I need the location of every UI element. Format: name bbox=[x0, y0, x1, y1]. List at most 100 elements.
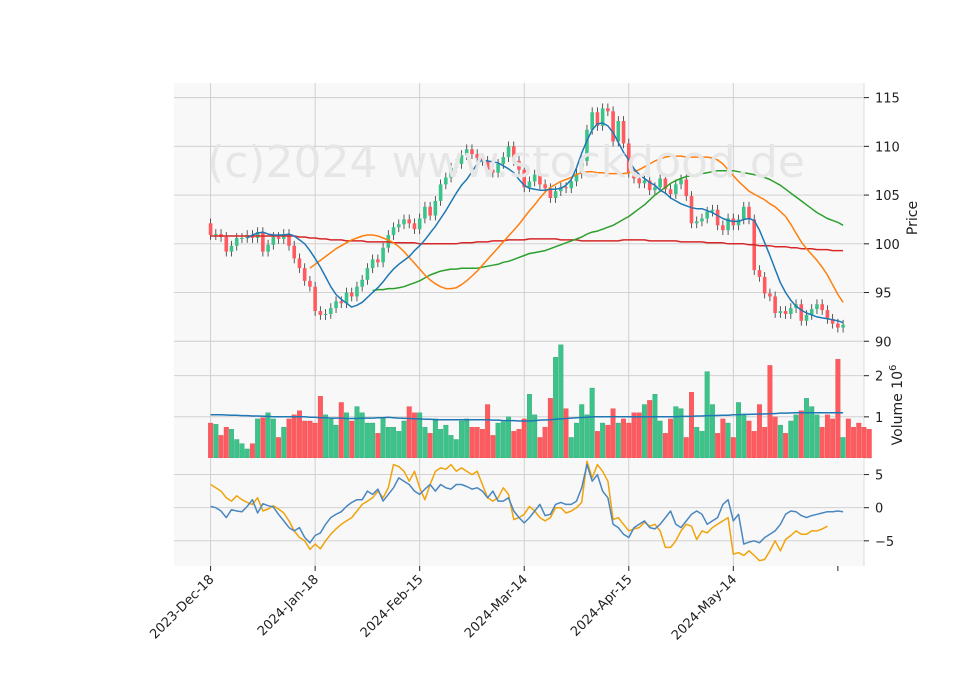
candle-body bbox=[276, 236, 281, 239]
candle-body bbox=[637, 178, 642, 184]
candle-body bbox=[590, 112, 594, 130]
volume-bar bbox=[866, 429, 872, 459]
volume-bar bbox=[370, 422, 376, 459]
candle-body bbox=[700, 218, 704, 222]
volume-bar bbox=[328, 418, 334, 459]
candle-body bbox=[721, 225, 725, 231]
volume-bar bbox=[260, 417, 266, 459]
volume-bar bbox=[830, 418, 836, 459]
volume-bar bbox=[699, 431, 705, 459]
candle-body bbox=[836, 323, 840, 328]
volume-bar bbox=[213, 424, 219, 459]
candle-body bbox=[705, 211, 709, 219]
volume-bar bbox=[469, 426, 475, 459]
volume-bar bbox=[286, 418, 292, 459]
volume-bar bbox=[270, 418, 276, 459]
volume-bar bbox=[453, 439, 459, 459]
volume-bar bbox=[835, 359, 841, 459]
volume-bar bbox=[443, 424, 449, 459]
volume-bar bbox=[359, 412, 365, 459]
candle-body bbox=[501, 157, 506, 164]
x-tick-label-1: 2024-Jan-18 bbox=[255, 572, 322, 639]
candle-body bbox=[318, 311, 323, 315]
volume-bar bbox=[668, 418, 674, 459]
price-panel: 90 95 100 105 110 115 bbox=[174, 83, 900, 351]
candle-body bbox=[423, 206, 427, 219]
volume-bar bbox=[422, 426, 428, 459]
candle-body bbox=[485, 160, 490, 170]
volume-bar bbox=[229, 429, 234, 459]
candle-body bbox=[391, 227, 396, 236]
candle-body bbox=[830, 318, 835, 324]
volume-bar bbox=[840, 437, 846, 459]
price-ytick-label-0: 90 bbox=[875, 335, 892, 350]
candle-body bbox=[809, 309, 814, 315]
candle-body bbox=[668, 189, 673, 195]
volume-bar bbox=[845, 418, 851, 459]
candle-body bbox=[527, 181, 532, 188]
volume-bar bbox=[856, 422, 862, 459]
volume-bar bbox=[819, 426, 825, 459]
volume-bar bbox=[223, 426, 229, 459]
volume-bar bbox=[704, 371, 710, 459]
x-tick-label-2: 2024-Feb-15 bbox=[358, 572, 427, 641]
volume-ma-line bbox=[210, 411, 844, 422]
x-tick-label-3: 2024-Mar-14 bbox=[462, 572, 531, 641]
candle-body bbox=[449, 167, 453, 178]
sma-slow-line bbox=[372, 169, 844, 292]
volume-bar bbox=[521, 418, 527, 459]
volume-bar bbox=[302, 420, 308, 459]
candle-body bbox=[365, 268, 370, 280]
candle-body bbox=[323, 313, 328, 315]
volume-bar bbox=[662, 433, 668, 459]
candle-body bbox=[815, 304, 819, 310]
candle-body bbox=[491, 169, 495, 173]
volume-bar bbox=[265, 412, 271, 459]
volume-bar bbox=[344, 412, 349, 459]
candle-body bbox=[496, 163, 500, 173]
volume-bar bbox=[537, 437, 543, 459]
sma-mid-line bbox=[309, 155, 844, 303]
candle-body bbox=[694, 221, 699, 224]
candle-body bbox=[208, 223, 213, 236]
volume-bar bbox=[757, 404, 762, 459]
volume-bar bbox=[626, 422, 632, 459]
candle-body bbox=[334, 301, 338, 309]
candle-body bbox=[376, 259, 380, 263]
oscillator-ytick-label-1: 0 bbox=[875, 502, 883, 517]
candle-body bbox=[684, 179, 689, 197]
volume-bar bbox=[527, 394, 532, 459]
volume-bar bbox=[244, 448, 250, 459]
volume-bar bbox=[798, 410, 804, 459]
volume-bar bbox=[401, 420, 407, 459]
volume-bar bbox=[736, 402, 741, 459]
volume-bar bbox=[291, 414, 297, 459]
candle-body bbox=[611, 111, 615, 142]
volume-bar bbox=[281, 426, 287, 459]
candle-body bbox=[329, 308, 333, 314]
candle-body bbox=[741, 206, 746, 220]
volume-bar bbox=[438, 429, 444, 459]
volume-bar bbox=[751, 431, 757, 459]
oscillator-background bbox=[174, 458, 864, 566]
candle-body bbox=[747, 206, 751, 220]
candle-body bbox=[308, 280, 312, 287]
price-ytick-label-5: 115 bbox=[875, 92, 900, 107]
volume-bar bbox=[589, 387, 595, 459]
volume-bar bbox=[673, 406, 679, 459]
volume-bar bbox=[375, 433, 381, 459]
volume-bar bbox=[239, 443, 245, 459]
candle-body bbox=[778, 311, 783, 313]
candle-body bbox=[234, 237, 239, 246]
oscillator-fast-line bbox=[210, 463, 844, 545]
volume-bar bbox=[511, 431, 517, 459]
volume-bar bbox=[354, 406, 360, 459]
volume-bar bbox=[851, 426, 856, 459]
volume-bar bbox=[427, 433, 433, 459]
candle-body bbox=[459, 155, 464, 164]
candle-body bbox=[841, 324, 845, 328]
oscillator-panel: 5 0 −5 bbox=[174, 458, 894, 566]
x-axis: 2023-Dec-18 2024-Jan-18 2024-Feb-15 2024-Ma… bbox=[147, 566, 839, 643]
candle-body bbox=[538, 174, 542, 185]
volume-bar bbox=[600, 422, 606, 459]
